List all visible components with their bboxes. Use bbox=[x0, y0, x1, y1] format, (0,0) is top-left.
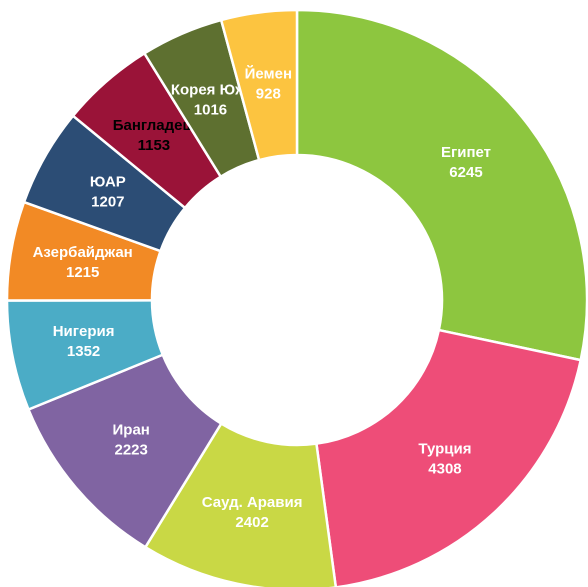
slice bbox=[219, 8, 299, 162]
value-label: 2402 bbox=[235, 514, 268, 531]
slice-label: Египет bbox=[441, 144, 491, 161]
value-label: 1352 bbox=[67, 343, 100, 360]
slice-label: Йемен bbox=[245, 64, 292, 82]
value-label: 6245 bbox=[449, 164, 482, 181]
slice-label: ЮАР bbox=[90, 174, 126, 191]
slice-label: Азербайджан bbox=[33, 244, 133, 261]
value-label: 1016 bbox=[194, 101, 227, 118]
slice-label: Иран bbox=[113, 422, 150, 439]
slice-label: Корея Юж. bbox=[171, 81, 250, 98]
slice-label: Нигерия bbox=[53, 323, 115, 340]
slice-label: Бангладеш bbox=[113, 117, 195, 134]
slice bbox=[295, 8, 588, 362]
value-label: 4308 bbox=[428, 460, 461, 477]
value-label: 2223 bbox=[115, 442, 148, 459]
value-label: 1207 bbox=[91, 194, 124, 211]
slice-label: Турция bbox=[418, 440, 471, 457]
value-label: 1153 bbox=[138, 137, 171, 154]
value-label: 928 bbox=[256, 85, 281, 102]
value-label: 1215 bbox=[66, 264, 99, 281]
slice bbox=[315, 328, 583, 587]
slice-label: Сауд. Аравия bbox=[202, 494, 303, 511]
